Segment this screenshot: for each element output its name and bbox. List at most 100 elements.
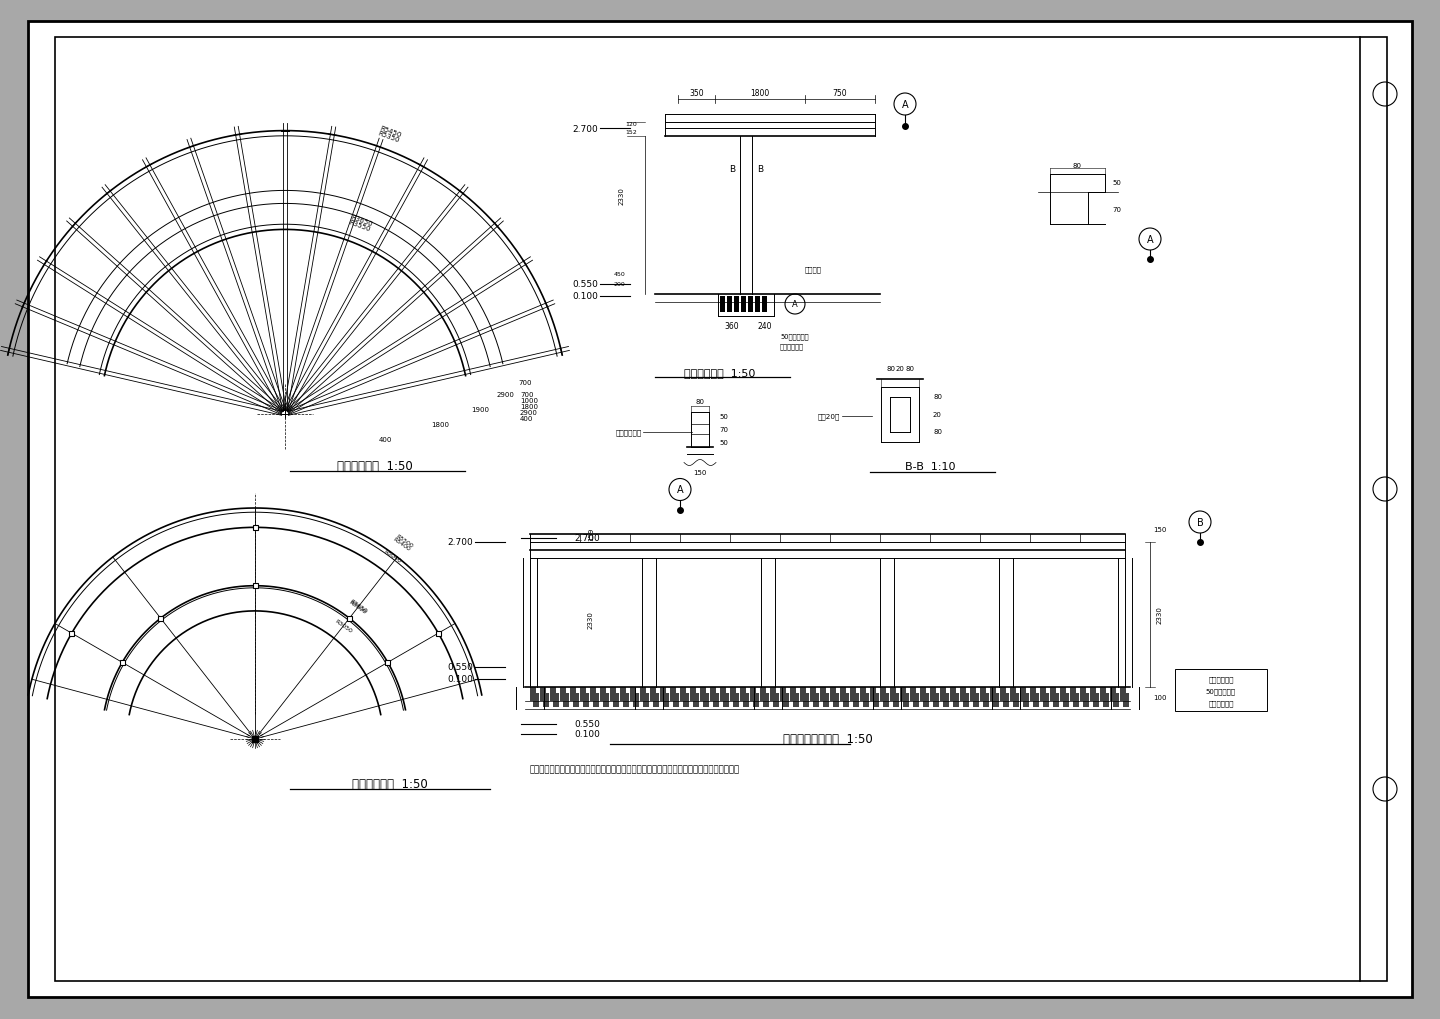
Text: 1800: 1800 bbox=[520, 404, 539, 410]
Bar bbox=[1113, 693, 1119, 707]
Bar bbox=[893, 693, 899, 707]
Bar bbox=[953, 693, 959, 707]
Text: 80: 80 bbox=[904, 366, 914, 372]
Bar bbox=[863, 693, 868, 707]
Text: 2330: 2330 bbox=[1156, 606, 1164, 624]
Bar bbox=[1100, 688, 1106, 701]
Text: 80: 80 bbox=[933, 394, 942, 400]
Text: 花架柱平面图  1:50: 花架柱平面图 1:50 bbox=[353, 777, 428, 791]
Text: 700: 700 bbox=[518, 380, 531, 385]
Bar bbox=[930, 688, 936, 701]
Text: 0.550: 0.550 bbox=[448, 662, 472, 672]
Text: R3650: R3650 bbox=[348, 598, 367, 613]
Bar bbox=[873, 693, 878, 707]
Bar bbox=[842, 693, 850, 707]
Bar bbox=[1030, 688, 1035, 701]
Bar bbox=[763, 693, 769, 707]
Bar bbox=[680, 688, 685, 701]
Bar bbox=[1020, 688, 1025, 701]
Text: 0.550: 0.550 bbox=[572, 280, 598, 289]
Text: R3600: R3600 bbox=[347, 599, 367, 615]
Bar bbox=[644, 693, 649, 707]
Text: 有机腐蚀合漆: 有机腐蚀合漆 bbox=[616, 429, 642, 436]
Bar bbox=[804, 693, 809, 707]
Bar bbox=[920, 688, 926, 701]
Bar bbox=[814, 693, 819, 707]
Bar bbox=[693, 693, 698, 707]
Text: A: A bbox=[792, 301, 798, 309]
Text: 2.700: 2.700 bbox=[572, 124, 598, 133]
Text: 钢管20架: 钢管20架 bbox=[818, 414, 840, 420]
Bar bbox=[720, 297, 724, 313]
Bar bbox=[755, 297, 760, 313]
Text: 1000: 1000 bbox=[520, 397, 539, 404]
Text: 1800: 1800 bbox=[431, 422, 449, 428]
Bar bbox=[750, 688, 756, 701]
Bar bbox=[600, 688, 606, 701]
Bar bbox=[700, 688, 706, 701]
Text: 159: 159 bbox=[588, 527, 595, 540]
Text: R5500: R5500 bbox=[395, 533, 413, 548]
Text: R5450: R5450 bbox=[379, 125, 402, 139]
Bar bbox=[639, 688, 647, 701]
Text: 陶瓷彩彩底面: 陶瓷彩彩底面 bbox=[780, 343, 804, 350]
Text: 350: 350 bbox=[690, 89, 704, 98]
Text: 2330: 2330 bbox=[588, 610, 595, 629]
Text: 0.100: 0.100 bbox=[448, 675, 472, 684]
Text: 100: 100 bbox=[1153, 694, 1166, 700]
Bar bbox=[762, 297, 768, 313]
Text: R5400: R5400 bbox=[392, 536, 410, 551]
Bar bbox=[991, 688, 996, 701]
Bar bbox=[621, 688, 626, 701]
Bar bbox=[1040, 688, 1045, 701]
Text: 80: 80 bbox=[696, 399, 704, 406]
Bar bbox=[553, 693, 559, 707]
Bar bbox=[910, 688, 916, 701]
Bar bbox=[1022, 693, 1030, 707]
Bar bbox=[753, 693, 759, 707]
Bar bbox=[933, 693, 939, 707]
Text: 注：该花架所有地上部分均采用美国南方防腐浸泡材料，包括花架下底露面，具体尺寸见图。: 注：该花架所有地上部分均采用美国南方防腐浸泡材料，包括花架下底露面，具体尺寸见图… bbox=[530, 764, 740, 773]
Text: 150: 150 bbox=[1153, 527, 1166, 533]
Bar bbox=[573, 693, 579, 707]
Bar bbox=[634, 693, 639, 707]
Text: 50厚绿水顾面: 50厚绿水顾面 bbox=[1205, 688, 1236, 695]
Bar bbox=[950, 688, 956, 701]
Bar bbox=[960, 688, 966, 701]
Text: 2900: 2900 bbox=[520, 410, 539, 416]
Bar bbox=[593, 693, 599, 707]
Text: 陶瓷彩彩顶面: 陶瓷彩彩顶面 bbox=[1208, 676, 1234, 683]
Text: 2.700: 2.700 bbox=[448, 538, 472, 547]
Bar bbox=[1050, 688, 1056, 701]
Bar bbox=[999, 688, 1007, 701]
Bar bbox=[1093, 693, 1099, 707]
Bar bbox=[710, 688, 716, 701]
Bar bbox=[603, 693, 609, 707]
Text: 1800: 1800 bbox=[750, 89, 769, 98]
Bar bbox=[624, 693, 629, 707]
Text: R5040: R5040 bbox=[383, 548, 402, 564]
Text: 0.100: 0.100 bbox=[575, 730, 600, 739]
Text: R3550: R3550 bbox=[348, 219, 372, 232]
Bar bbox=[890, 688, 896, 701]
Text: 400: 400 bbox=[520, 416, 533, 422]
Bar bbox=[801, 688, 806, 701]
Bar bbox=[760, 688, 766, 701]
Text: 1900: 1900 bbox=[471, 407, 490, 413]
Bar bbox=[713, 693, 719, 707]
Text: 20: 20 bbox=[896, 366, 904, 372]
Bar bbox=[971, 688, 976, 701]
Bar bbox=[727, 297, 732, 313]
Bar bbox=[611, 688, 616, 701]
Bar bbox=[940, 688, 946, 701]
Bar bbox=[870, 688, 876, 701]
Text: 150: 150 bbox=[693, 470, 707, 476]
Bar bbox=[850, 688, 855, 701]
Bar bbox=[703, 693, 708, 707]
Bar bbox=[829, 688, 837, 701]
Bar bbox=[613, 693, 619, 707]
Bar bbox=[1120, 688, 1126, 701]
Bar bbox=[819, 688, 827, 701]
Bar bbox=[1070, 688, 1076, 701]
Bar bbox=[923, 693, 929, 707]
